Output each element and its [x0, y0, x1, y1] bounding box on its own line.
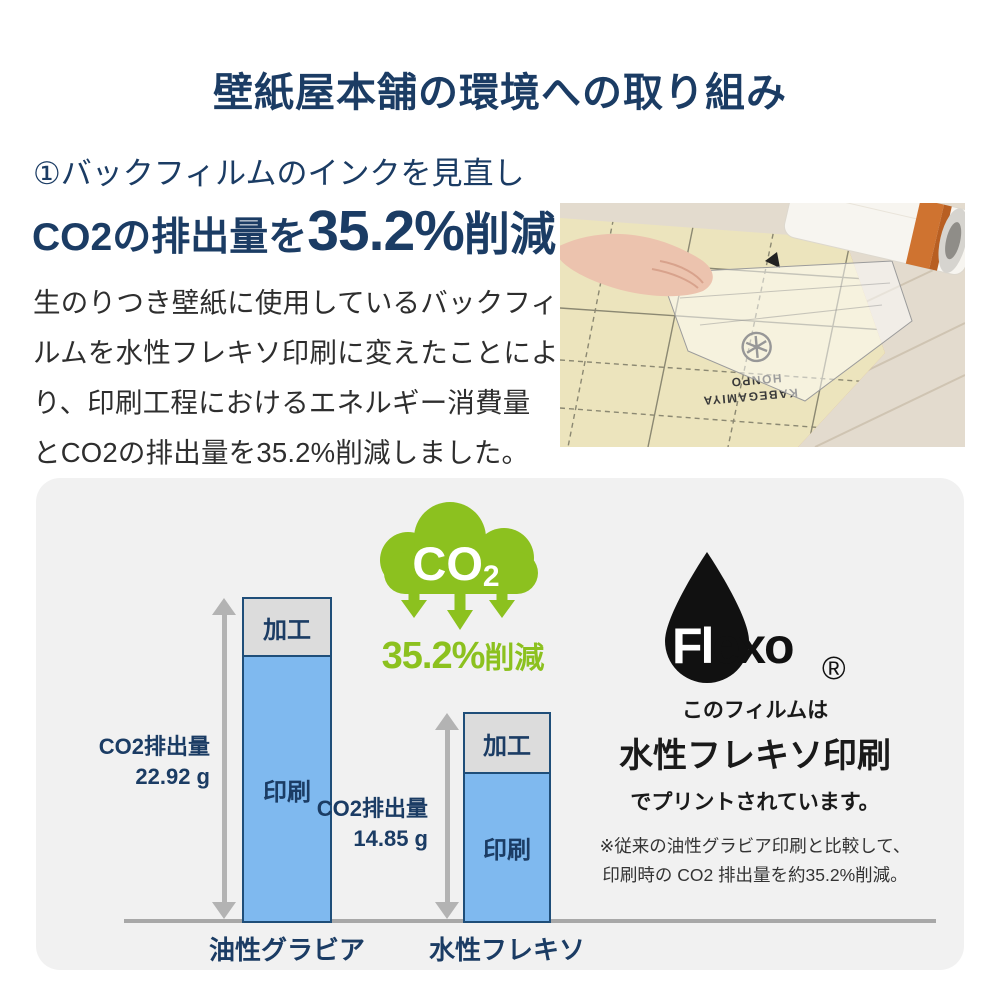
- hand: [560, 233, 713, 297]
- down-arrow-icon: [447, 590, 473, 630]
- headline-prefix: CO2の排出量を: [32, 216, 308, 259]
- caption-line3: でプリントされています。: [630, 791, 880, 814]
- bar-segment-processing: 加工: [465, 714, 549, 774]
- step-1-heading: ①バックフィルムのインクを見直し: [33, 156, 525, 191]
- emission-annotation-oil: CO2排出量 22.92 g: [74, 732, 210, 792]
- down-arrow-icon: [401, 590, 427, 618]
- stats-card: 加工 印刷 加工 印刷 CO2排出量 22.92 g CO2排出量 14: [36, 478, 964, 970]
- emission-label: CO2排出量: [316, 796, 428, 821]
- emission-value: 14.85 g: [353, 826, 428, 851]
- down-arrow-icon: [489, 590, 515, 618]
- emission-arrow-water: [435, 713, 459, 919]
- emission-arrow-oil: [212, 598, 236, 919]
- co2-cloud-icon: CO2: [380, 502, 538, 630]
- bar-segment-printing: 印刷: [465, 774, 549, 921]
- segment-label: 印刷: [263, 778, 311, 806]
- emission-label: CO2排出量: [98, 734, 210, 759]
- registered-trademark-mark: ®: [822, 650, 846, 686]
- wallpaper-roll: [783, 203, 965, 275]
- bar-segment-processing: 加工: [244, 599, 330, 657]
- flexo-logo-fl: Fl: [672, 618, 714, 674]
- film-fold-lines: [679, 282, 891, 326]
- flexo-logo: Flexo: [672, 617, 795, 675]
- segment-label: 加工: [263, 616, 311, 644]
- co2-text: CO2: [412, 537, 499, 593]
- caption-footnote: ※従来の油性グラビア印刷と比較して、 印刷時の CO2 排出量を約35.2%削減…: [599, 836, 911, 885]
- bar-water-flexo: 加工 印刷: [463, 712, 551, 923]
- bar-segment-printing: 印刷: [244, 657, 330, 921]
- product-photo: KABEGAMIYA HONPO: [560, 203, 965, 447]
- reduction-suffix: 削減: [484, 642, 545, 675]
- segment-label: 印刷: [483, 837, 531, 864]
- emission-value: 22.92 g: [135, 764, 210, 789]
- bar-oil-gravure: 加工 印刷: [242, 597, 332, 923]
- category-label-oil: 油性グラビア: [208, 935, 365, 965]
- flexo-droplet-icon: [665, 552, 749, 683]
- category-label-water: 水性フレキソ: [428, 935, 585, 965]
- headline-percent: 35.2%: [307, 199, 465, 263]
- flexo-logo-exo: exo: [712, 618, 794, 674]
- reduction-percent: 35.2%: [381, 635, 486, 677]
- page-title: 壁紙屋本舗の環境への取り組み: [213, 71, 787, 115]
- segment-label: 加工: [483, 732, 531, 760]
- reduction-label: 35.2%削減: [358, 633, 568, 678]
- clear-film: [659, 260, 913, 402]
- co2-reduction-headline: CO2の排出量を 35.2% 削減: [32, 198, 556, 264]
- triangle-print-icon: [765, 252, 780, 268]
- caption-line2: 水性フレキソ印刷: [619, 737, 891, 775]
- caption-line1: このフィルムは: [681, 699, 829, 722]
- film-caption: このフィルムは 水性フレキソ印刷 でプリントされています。 ※従来の油性グラビア…: [560, 694, 950, 890]
- emission-annotation-water: CO2排出量 14.85 g: [292, 794, 428, 854]
- body-paragraph: 生のりつき壁紙に使用しているバックフィ ルムを水性フレキソ印刷に変えたことによ …: [33, 287, 559, 469]
- headline-suffix: 削減: [463, 208, 556, 260]
